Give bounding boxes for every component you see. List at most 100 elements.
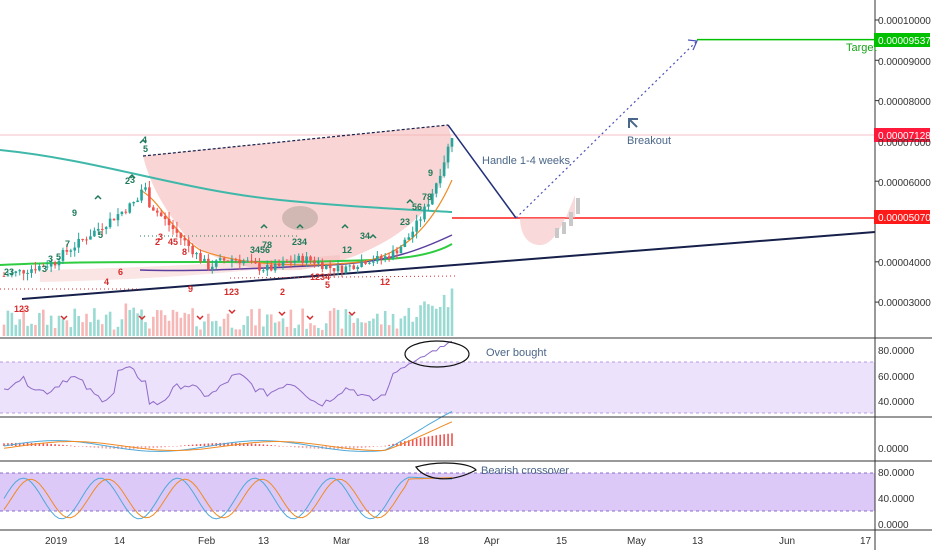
- td-count-red: 4: [104, 277, 109, 287]
- td-count-green: 9: [428, 168, 433, 178]
- macd-pane[interactable]: [3, 411, 453, 452]
- volume-bar: [57, 315, 61, 336]
- macd-histogram-bar: [144, 446, 147, 449]
- macd-histogram-bar: [172, 446, 174, 447]
- macd-histogram-bar: [317, 446, 320, 449]
- buy-chevron: [139, 138, 147, 144]
- rsi-pane[interactable]: [0, 340, 875, 414]
- stoch-axis-label: 0.0000: [878, 520, 909, 531]
- stoch-k-line: [3, 476, 453, 520]
- price-axis-label: 0.00003000: [878, 298, 931, 309]
- buy-chevron: [296, 223, 304, 229]
- candle-body: [175, 229, 179, 233]
- volume-bar: [273, 322, 277, 336]
- macd-histogram-bar: [258, 444, 261, 446]
- candle-body: [368, 262, 371, 264]
- volume-bar: [69, 327, 73, 336]
- sell-chevron: [348, 311, 356, 317]
- sell-chevron: [138, 315, 146, 321]
- macd-histogram-bar: [278, 445, 280, 447]
- buy-chevron: [128, 173, 136, 179]
- macd-histogram-bar: [89, 446, 92, 448]
- candle-body: [356, 266, 359, 270]
- candle-body: [254, 260, 257, 264]
- cup-rim-line: [142, 124, 449, 157]
- macd-histogram-bar: [431, 435, 434, 446]
- volume-bar: [289, 309, 293, 336]
- candle-body: [2, 275, 6, 277]
- candle-body: [49, 262, 53, 267]
- macd-histogram-bar: [199, 443, 202, 446]
- candle-body: [399, 246, 403, 254]
- td-count-red: 6: [118, 267, 123, 277]
- candle-body: [218, 258, 222, 261]
- macd-histogram-bar: [419, 437, 422, 446]
- handle-projection-fill: [452, 195, 575, 245]
- candle-body: [163, 216, 167, 220]
- macd-histogram-bar: [427, 436, 430, 446]
- candle-body: [313, 260, 316, 264]
- candle-body: [38, 265, 41, 271]
- price-axis-label: 0.00006000: [878, 178, 931, 189]
- volume-bar: [372, 318, 375, 336]
- volume-bar: [120, 319, 124, 336]
- candle-body: [53, 262, 57, 266]
- projected-candle: [569, 212, 573, 226]
- candle-body: [269, 264, 273, 271]
- volume-bar: [2, 324, 6, 336]
- stoch-d-line: [3, 477, 453, 519]
- macd-histogram-bar: [282, 446, 284, 447]
- macd-histogram-bar: [85, 446, 88, 448]
- td-count-green: 56: [412, 202, 422, 212]
- volume-bar: [411, 321, 415, 336]
- candle-body: [293, 260, 297, 263]
- buy-chevron: [260, 223, 268, 229]
- volume-bar: [38, 312, 41, 336]
- candle-body: [93, 230, 96, 237]
- macd-histogram-bar: [26, 442, 29, 446]
- macd-histogram-bar: [191, 444, 194, 446]
- volume-bar: [368, 320, 371, 336]
- candle-body: [348, 265, 352, 267]
- candle-body: [18, 270, 22, 272]
- macd-histogram-bar: [50, 443, 52, 446]
- volume-bar: [34, 324, 37, 336]
- volume-bar: [427, 304, 430, 336]
- candle-body: [22, 270, 25, 274]
- sell-chevron: [196, 315, 204, 321]
- candle-body: [434, 183, 438, 194]
- volume-bar: [49, 315, 53, 336]
- candle-body: [195, 253, 198, 255]
- volume-bar: [10, 312, 14, 336]
- macd-histogram-bar: [415, 438, 418, 446]
- time-axis-label: 17: [860, 536, 872, 547]
- candle-body: [387, 256, 391, 259]
- macd-histogram-bar: [38, 443, 41, 446]
- volume-bar: [313, 325, 316, 336]
- macd-histogram-bar: [3, 443, 5, 446]
- candle-body: [116, 214, 120, 221]
- macd-histogram-bar: [333, 446, 335, 450]
- macd-histogram-bar: [305, 446, 308, 449]
- volume-bar: [419, 305, 422, 336]
- volume-bar: [226, 313, 230, 336]
- macd-histogram-bar: [7, 443, 9, 446]
- volume-bar: [18, 319, 22, 336]
- candle-body: [108, 218, 112, 228]
- rsi-band: [0, 362, 875, 413]
- macd-histogram-bar: [439, 434, 442, 446]
- volume-bar: [265, 314, 269, 336]
- candle-body: [427, 204, 430, 207]
- macd-histogram-bar: [270, 445, 273, 446]
- stoch-rsi-pane[interactable]: [0, 462, 875, 520]
- td-count-red: 3: [158, 232, 163, 242]
- volume-bar: [132, 307, 135, 336]
- volume-bar: [254, 325, 257, 336]
- volume-bar: [376, 313, 379, 336]
- macd-histogram-bar: [313, 446, 316, 449]
- macd-histogram-bar: [380, 446, 383, 447]
